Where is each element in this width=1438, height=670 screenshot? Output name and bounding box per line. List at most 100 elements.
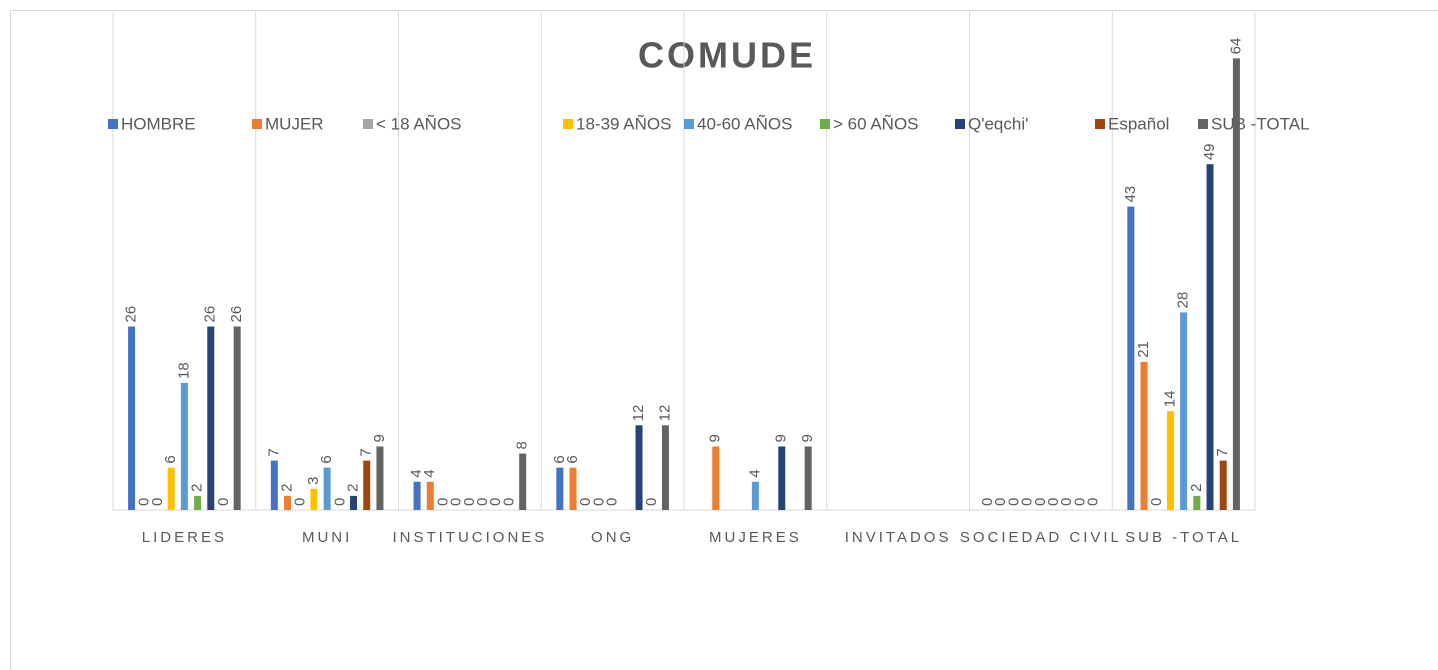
legend-label: Q'eqchi' xyxy=(968,114,1028,133)
legend-swatch xyxy=(563,119,573,129)
data-label: 0 xyxy=(1058,498,1075,506)
data-label: 6 xyxy=(564,455,581,463)
data-label: 14 xyxy=(1161,391,1178,408)
data-label: 64 xyxy=(1227,38,1244,55)
bar xyxy=(751,481,759,510)
data-label: 4 xyxy=(408,469,425,477)
data-label: 0 xyxy=(604,498,621,506)
x-tick-label: INSTITUCIONES xyxy=(392,529,547,546)
data-label: 18 xyxy=(175,362,192,379)
data-label: 26 xyxy=(202,306,219,323)
data-label: 9 xyxy=(799,434,816,442)
data-label: 0 xyxy=(149,498,166,506)
bar xyxy=(635,425,643,510)
data-label: 7 xyxy=(358,448,375,456)
data-label: 0 xyxy=(590,498,607,506)
data-label: 0 xyxy=(1085,498,1102,506)
chart-title: COMUDE xyxy=(638,35,816,76)
legend-label: > 60 AÑOS xyxy=(833,114,919,133)
data-label: 6 xyxy=(162,455,179,463)
bar xyxy=(207,326,215,510)
data-label: 2 xyxy=(1188,484,1205,492)
legend-swatch xyxy=(1095,119,1105,129)
legend-swatch xyxy=(820,119,830,129)
bar xyxy=(167,467,175,510)
bar xyxy=(1206,164,1214,510)
data-label: 0 xyxy=(643,498,660,506)
data-label: 0 xyxy=(215,498,232,506)
data-label: 49 xyxy=(1201,144,1218,161)
data-label: 2 xyxy=(189,484,206,492)
data-label: 7 xyxy=(265,448,282,456)
legend-label: HOMBRE xyxy=(121,114,196,133)
bar xyxy=(778,446,786,510)
data-label: 3 xyxy=(305,476,322,484)
data-label: 9 xyxy=(707,434,724,442)
bar xyxy=(233,326,241,510)
x-tick-label: INVITADOS xyxy=(845,529,952,546)
legend-label: MUJER xyxy=(265,114,324,133)
bar xyxy=(323,467,331,510)
data-label: 0 xyxy=(1032,498,1049,506)
data-label: 12 xyxy=(630,405,647,422)
data-label: 0 xyxy=(1148,498,1165,506)
data-label: 0 xyxy=(1019,498,1036,506)
bar xyxy=(556,467,564,510)
bar xyxy=(1127,206,1135,511)
legend-label: Español xyxy=(1108,114,1169,133)
data-label: 4 xyxy=(421,469,438,477)
data-label: 0 xyxy=(487,498,504,506)
data-label: 9 xyxy=(773,434,790,442)
data-label: 0 xyxy=(1005,498,1022,506)
bar xyxy=(270,460,278,510)
data-label: 43 xyxy=(1122,186,1139,203)
x-tick-label: MUJERES xyxy=(709,529,802,546)
data-label: 0 xyxy=(1045,498,1062,506)
legend-swatch xyxy=(108,119,118,129)
bar xyxy=(376,446,384,510)
data-label: 6 xyxy=(551,455,568,463)
x-tick-label: SOCIEDAD CIVIL xyxy=(960,529,1122,546)
bar xyxy=(661,425,669,510)
bar xyxy=(519,453,527,510)
bar xyxy=(194,495,202,510)
data-label: 2 xyxy=(344,484,361,492)
data-label: 0 xyxy=(331,498,348,506)
bar xyxy=(284,495,292,510)
legend-label: 18-39 AÑOS xyxy=(576,114,671,133)
bar xyxy=(1193,495,1201,510)
legend-label: SUB -TOTAL xyxy=(1211,114,1310,133)
legend-label: 40-60 AÑOS xyxy=(697,114,792,133)
bar xyxy=(804,446,812,510)
bar xyxy=(413,481,421,510)
data-label: 0 xyxy=(448,498,465,506)
data-label: 0 xyxy=(577,498,594,506)
data-label: 8 xyxy=(514,441,531,449)
legend-swatch xyxy=(1198,119,1208,129)
data-label: 4 xyxy=(746,469,763,477)
data-label: 0 xyxy=(434,498,451,506)
data-label: 2 xyxy=(278,484,295,492)
legend-swatch xyxy=(252,119,262,129)
data-label: 6 xyxy=(318,455,335,463)
bar xyxy=(128,326,136,510)
data-label: 26 xyxy=(228,306,245,323)
data-label: 0 xyxy=(1071,498,1088,506)
data-label: 0 xyxy=(992,498,1009,506)
x-tick-label: LIDERES xyxy=(142,529,227,546)
legend-swatch xyxy=(684,119,694,129)
data-label: 0 xyxy=(136,498,153,506)
data-label: 0 xyxy=(979,498,996,506)
bar xyxy=(1219,460,1227,510)
x-tick-label: SUB -TOTAL xyxy=(1125,529,1242,546)
legend-label: < 18 AÑOS xyxy=(376,114,462,133)
data-label: 28 xyxy=(1175,292,1192,309)
data-label: 12 xyxy=(656,405,673,422)
bar xyxy=(426,481,434,510)
bar xyxy=(310,488,318,510)
data-label: 21 xyxy=(1135,341,1152,358)
bar xyxy=(350,495,358,510)
bar xyxy=(1166,411,1174,510)
x-tick-label: MUNI xyxy=(302,529,352,546)
